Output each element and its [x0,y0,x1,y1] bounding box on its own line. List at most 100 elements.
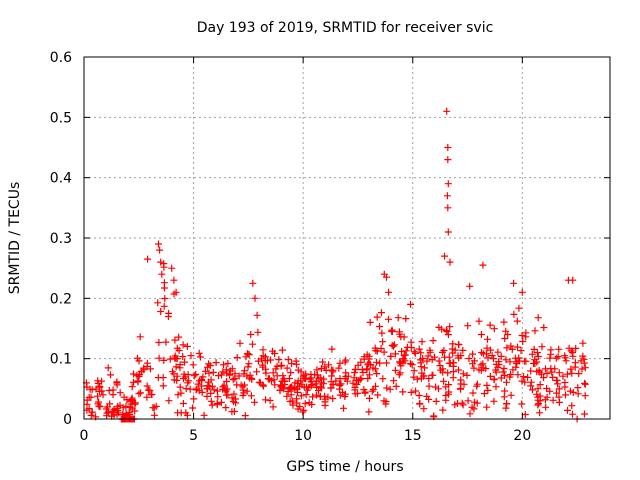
grid-lines [84,57,610,419]
data-point [567,365,575,373]
data-point [534,314,542,322]
data-point [429,371,437,379]
data-point [157,308,165,315]
data-point [248,375,256,383]
data-point [251,294,259,302]
data-point [391,350,399,358]
data-point [400,333,408,341]
data-point [397,359,404,367]
data-point [490,397,498,405]
data-point [302,391,310,399]
data-point [497,352,505,360]
data-point [181,373,189,381]
data-point [183,342,191,350]
data-point [176,361,184,369]
data-point [173,355,181,363]
data-point [561,379,569,386]
data-point [94,392,102,400]
data-point [503,378,510,386]
data-point [555,369,563,377]
data-point [581,364,589,372]
data-point [179,341,187,349]
data-point [483,381,491,389]
data-point [110,411,118,419]
data-point [107,371,114,379]
data-point [574,384,582,392]
data-point [415,345,423,353]
data-point [320,375,328,383]
data-point [528,350,536,358]
data-point [541,396,549,404]
data-point [349,379,357,387]
data-point [376,323,383,330]
data-point [385,288,393,296]
data-point [192,386,200,394]
data-point [165,397,173,405]
x-axis-label: GPS time / hours [286,459,403,475]
data-point [443,192,451,200]
data-point [361,389,369,397]
data-point [173,344,181,352]
data-point [223,378,231,385]
data-point [213,400,221,407]
data-point [336,359,344,367]
x-tick-label: 15 [404,428,422,444]
data-point [229,376,237,384]
data-point [317,374,325,382]
data-point [213,387,221,395]
data-point [312,380,320,388]
data-point [119,404,127,412]
data-point [177,409,185,417]
y-tick-label: 0 [63,412,72,428]
data-point [103,409,111,417]
data-point [553,389,560,397]
data-point [563,370,571,378]
data-point [321,363,329,371]
data-point [486,372,494,380]
data-point [469,360,476,368]
data-point [181,358,188,366]
data-point [520,357,528,365]
data-point [243,387,251,395]
data-point [490,376,498,384]
data-point [218,371,225,379]
data-point [151,411,158,419]
data-point [575,370,583,378]
data-point [417,349,425,357]
data-point [217,398,225,406]
data-point [566,387,574,395]
data-point [309,393,317,401]
data-point [276,386,284,394]
y-axis-label: SRMTID / TECUs [7,182,23,295]
data-point [577,357,585,365]
data-point [336,375,344,383]
data-point [389,342,397,350]
data-point [484,386,492,394]
data-point [579,339,587,347]
data-point [137,389,144,397]
data-point [444,180,452,188]
data-point [210,386,218,394]
data-point [440,347,448,354]
data-point [312,391,320,399]
data-point [105,387,113,394]
data-point [321,398,329,406]
data-point [473,399,481,407]
data-point [197,353,204,361]
data-point [275,356,283,364]
data-point [279,377,287,385]
data-point [328,372,336,380]
data-point [136,333,144,341]
data-point [109,407,117,415]
data-point [95,398,102,406]
data-point [114,402,122,410]
data-point [426,346,434,354]
data-point [220,381,228,389]
data-point [460,380,468,388]
data-point [553,376,560,384]
data-point [567,347,575,355]
data-point [155,354,163,362]
data-point [299,373,307,381]
data-point [259,381,267,389]
data-point [233,381,241,389]
